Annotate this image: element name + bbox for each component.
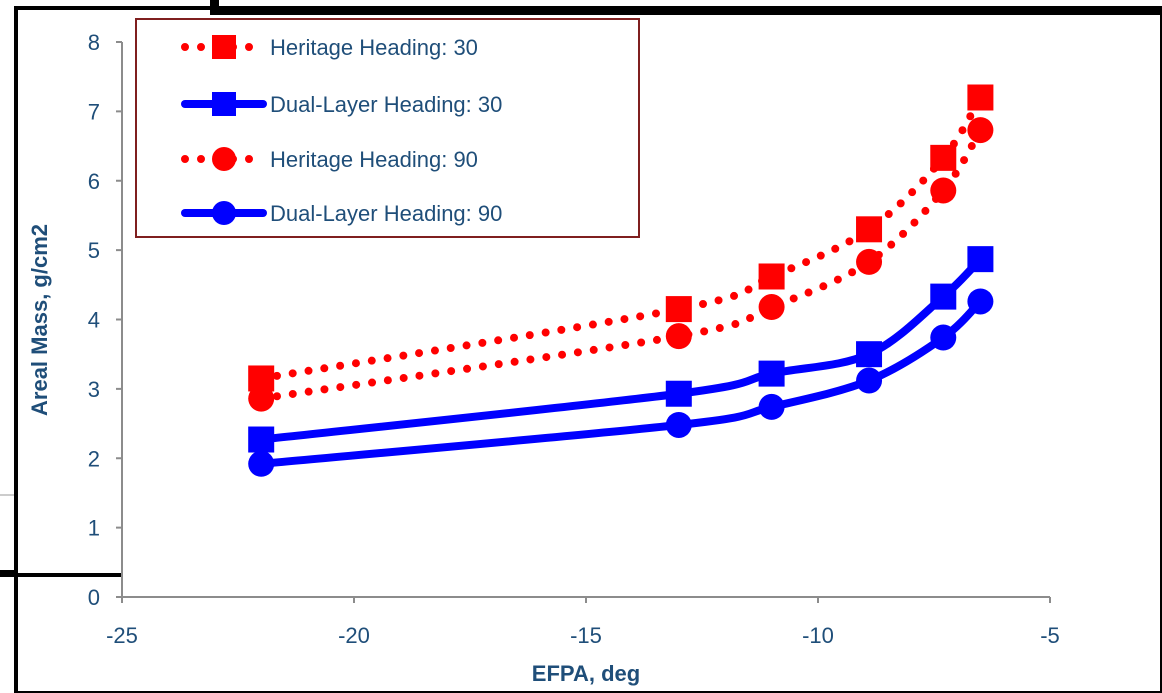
x-tick-label: -10 <box>802 623 834 648</box>
data-point <box>967 288 994 315</box>
legend-swatch-marker <box>212 92 236 116</box>
data-point <box>248 450 275 477</box>
data-point <box>856 367 883 394</box>
x-tick-label: -5 <box>1040 623 1060 648</box>
data-point <box>930 177 957 204</box>
legend-swatch-marker <box>212 147 236 171</box>
data-point <box>665 323 692 350</box>
data-point <box>856 216 883 243</box>
legend-label: Dual-Layer Heading: 90 <box>270 201 502 226</box>
x-tick-label: -15 <box>570 623 602 648</box>
legend-item: Dual-Layer Heading: 30 <box>181 92 502 117</box>
series-3 <box>248 117 994 412</box>
data-point <box>856 248 883 275</box>
legend-label: Heritage Heading: 30 <box>270 35 478 60</box>
x-tick-label: -25 <box>106 623 138 648</box>
legend-item: Heritage Heading: 90 <box>181 147 478 172</box>
data-point <box>930 283 957 310</box>
y-tick-label: 8 <box>88 30 100 55</box>
data-point <box>967 246 994 273</box>
y-axis-title: Areal Mass, g/cm2 <box>27 224 52 416</box>
data-point <box>665 296 692 323</box>
data-point <box>930 324 957 351</box>
y-tick-label: 3 <box>88 377 100 402</box>
data-point <box>758 263 785 290</box>
data-point <box>758 393 785 420</box>
data-point <box>665 411 692 438</box>
series-4 <box>248 288 994 477</box>
legend: Heritage Heading: 30 Dual-Layer Heading: … <box>135 18 640 238</box>
data-point <box>930 144 957 171</box>
x-ticks: -25 -20 -15 -10 -5 <box>106 597 1060 648</box>
data-point <box>665 380 692 407</box>
y-ticks: 0 1 2 3 4 5 6 7 8 <box>88 30 122 610</box>
data-point <box>856 341 883 368</box>
data-point <box>967 117 994 144</box>
series-2 <box>248 246 994 453</box>
legend-item: Dual-Layer Heading: 90 <box>181 201 502 226</box>
y-tick-label: 5 <box>88 238 100 263</box>
y-tick-label: 1 <box>88 516 100 541</box>
data-point <box>248 385 275 412</box>
legend-items: Heritage Heading: 30 Dual-Layer Heading: … <box>181 35 502 226</box>
axes: 0 1 2 3 4 5 6 7 8 -25 -20 -15 -10 -5 <box>88 30 1060 648</box>
y-tick-label: 4 <box>88 308 100 333</box>
legend-swatch-marker <box>212 35 236 59</box>
data-point <box>758 294 785 321</box>
y-tick-label: 2 <box>88 446 100 471</box>
x-tick-label: -20 <box>338 623 370 648</box>
legend-swatch-marker <box>212 201 236 225</box>
y-tick-label: 7 <box>88 99 100 124</box>
legend-label: Heritage Heading: 90 <box>270 147 478 172</box>
y-tick-label: 6 <box>88 169 100 194</box>
y-tick-label: 0 <box>88 585 100 610</box>
series-layer <box>248 84 994 477</box>
legend-label: Dual-Layer Heading: 30 <box>270 92 502 117</box>
x-axis-title: EFPA, deg <box>532 661 640 686</box>
legend-item: Heritage Heading: 30 <box>181 35 478 60</box>
data-point <box>248 426 275 453</box>
data-point <box>758 360 785 387</box>
data-point <box>967 84 994 111</box>
